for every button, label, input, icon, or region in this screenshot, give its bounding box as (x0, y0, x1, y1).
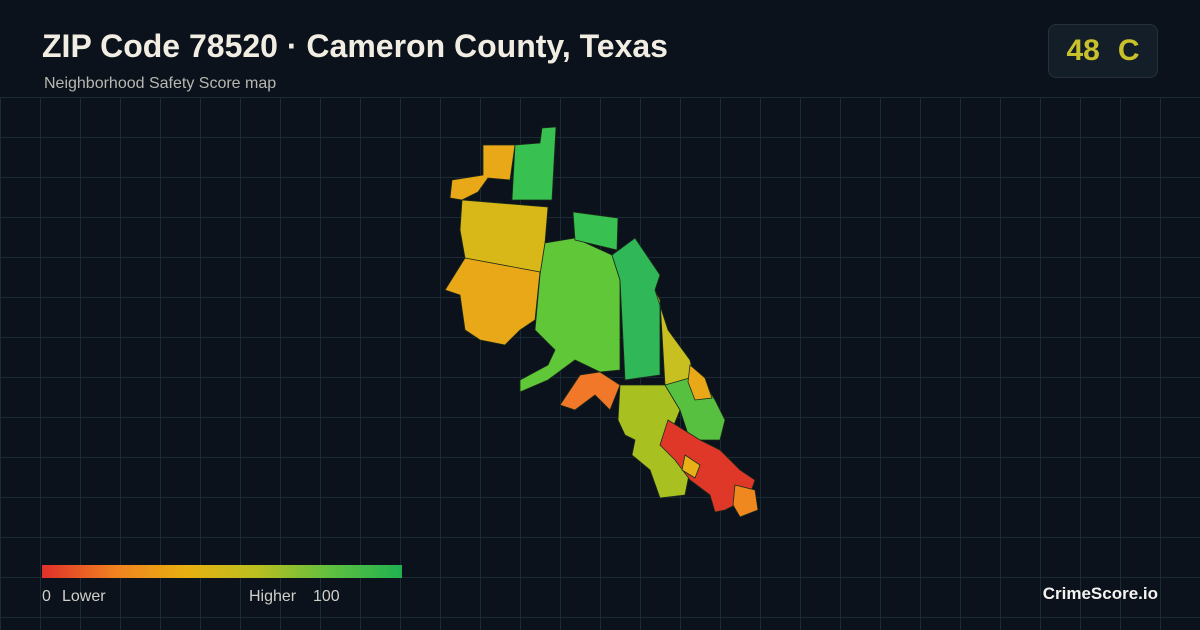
area (732, 484, 759, 518)
grade: C (1117, 34, 1140, 67)
title: ZIP Code 78520 · Cameron County, Texas (42, 28, 668, 64)
area (687, 364, 713, 401)
legend-gradient (42, 565, 402, 578)
area (444, 257, 541, 346)
area (659, 419, 756, 513)
brand: CrimeScore.io (1042, 584, 1158, 603)
area (572, 211, 619, 251)
area (511, 126, 557, 201)
subtitle: Neighborhood Safety Score map (44, 75, 277, 92)
legend-min-label: Lower (62, 588, 106, 605)
area (681, 454, 701, 479)
score-badge: 48 C (1048, 24, 1158, 78)
area (449, 144, 516, 201)
score: 48 (1066, 34, 1100, 67)
area (559, 371, 621, 411)
legend-min: 0 (42, 588, 51, 605)
legend-max-label: Higher (249, 588, 297, 605)
legend-max: 100 (313, 588, 340, 605)
